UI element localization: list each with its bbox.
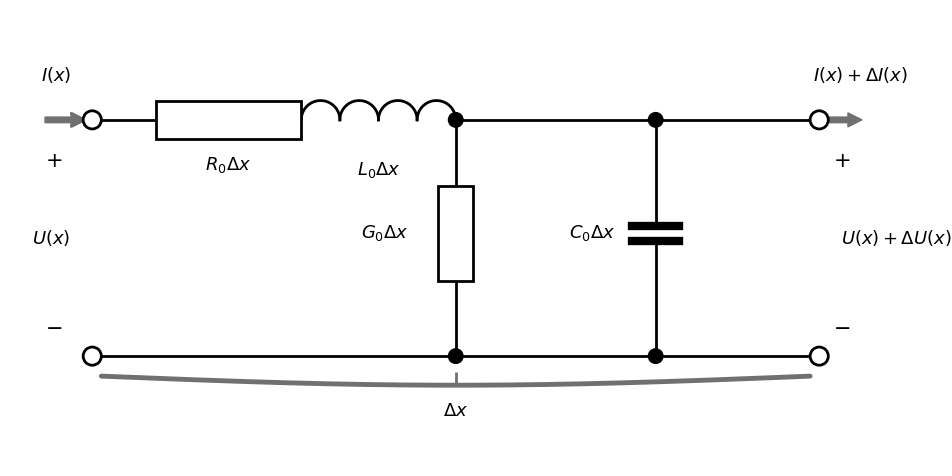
Bar xyxy=(156,101,301,139)
Text: $I(x)+\Delta I(x)$: $I(x)+\Delta I(x)$ xyxy=(812,65,906,85)
Text: $C_0\Delta x$: $C_0\Delta x$ xyxy=(568,223,614,243)
Circle shape xyxy=(83,347,101,365)
Text: $I(x)$: $I(x)$ xyxy=(41,65,71,85)
Text: $-$: $-$ xyxy=(832,317,850,337)
Text: $U(x)+\Delta U(x)$: $U(x)+\Delta U(x)$ xyxy=(841,228,951,248)
Circle shape xyxy=(809,347,827,365)
Text: $L_0\Delta x$: $L_0\Delta x$ xyxy=(356,160,400,180)
Bar xyxy=(438,186,472,281)
Text: $+$: $+$ xyxy=(46,151,63,171)
Circle shape xyxy=(83,111,101,129)
Text: $R_0\Delta x$: $R_0\Delta x$ xyxy=(206,155,251,175)
Circle shape xyxy=(448,349,463,363)
Circle shape xyxy=(448,113,463,127)
Circle shape xyxy=(809,111,827,129)
Text: $+$: $+$ xyxy=(832,151,850,171)
Text: $\Delta x$: $\Delta x$ xyxy=(443,402,467,419)
Text: $U(x)$: $U(x)$ xyxy=(32,228,70,248)
Circle shape xyxy=(647,113,663,127)
Circle shape xyxy=(647,349,663,363)
Text: $G_0\Delta x$: $G_0\Delta x$ xyxy=(361,223,408,243)
Text: $-$: $-$ xyxy=(46,317,63,337)
